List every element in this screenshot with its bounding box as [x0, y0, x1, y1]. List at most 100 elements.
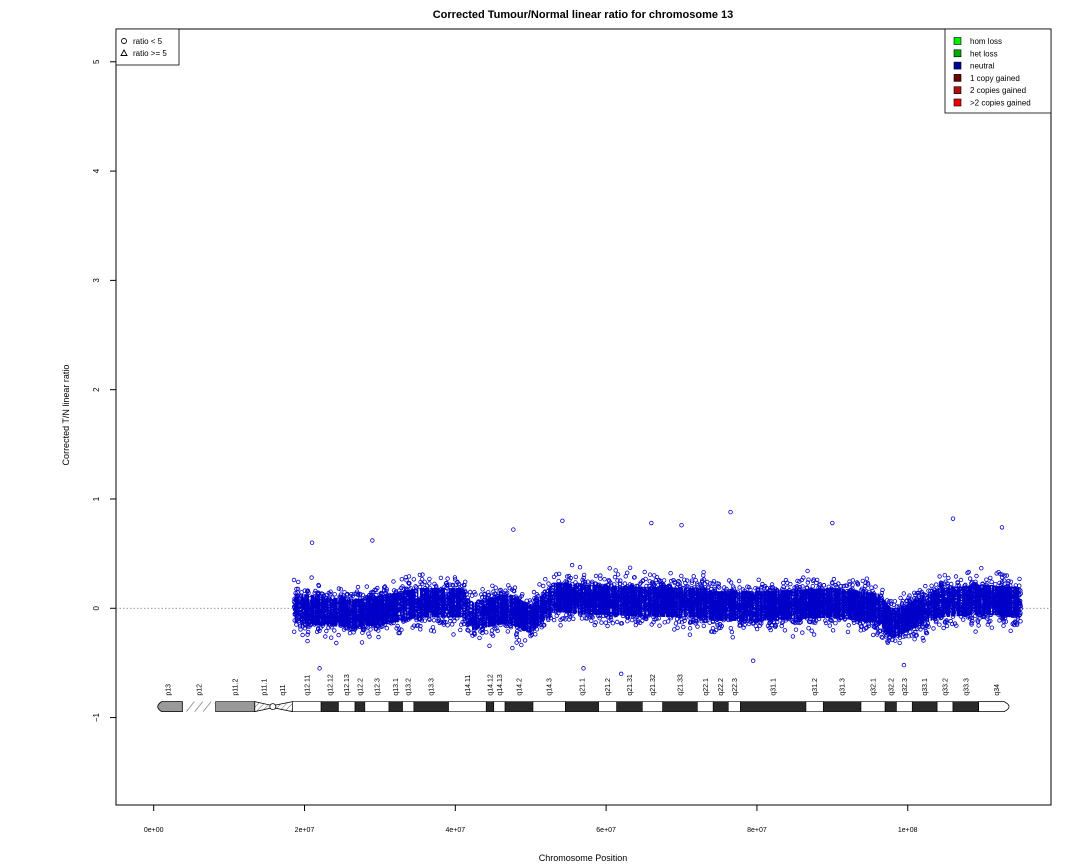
y-tick-label: 1: [92, 496, 101, 501]
data-point: [893, 638, 898, 643]
data-point: [1008, 579, 1014, 584]
data-point: [1017, 583, 1022, 588]
data-point: [452, 618, 457, 624]
data-point: [366, 631, 371, 636]
data-point: [779, 623, 784, 629]
data-point: [892, 599, 898, 604]
data-point: [452, 575, 458, 580]
data-point: [528, 633, 533, 639]
data-point: [489, 593, 494, 599]
data-point: [999, 575, 1005, 580]
data-point: [701, 623, 706, 629]
data-point: [551, 617, 557, 623]
data-point: [450, 622, 455, 627]
data-point: [731, 584, 736, 589]
data-point: [811, 632, 817, 637]
x-axis: 0e+00 2e+07 4e+07 6e+07 8e+07 1e+08: [144, 804, 918, 834]
data-point: [901, 634, 906, 639]
data-point: [1002, 615, 1008, 621]
data-point: [300, 632, 305, 638]
data-point: [487, 643, 492, 648]
data-point: [490, 583, 495, 588]
data-point: [869, 585, 874, 590]
data-point: [907, 593, 912, 598]
data-point: [558, 623, 563, 628]
data-point: [567, 614, 572, 619]
data-point: [622, 581, 628, 586]
data-point: [589, 614, 594, 619]
data-point: [928, 588, 933, 593]
data-point: [823, 618, 828, 623]
data-point: [773, 624, 778, 629]
data-point: [715, 621, 720, 626]
data-point: [937, 622, 942, 627]
data-point: [336, 586, 342, 591]
data-point: [790, 619, 796, 625]
data-point: [294, 622, 299, 627]
data-point: [458, 627, 463, 633]
data-point: [332, 628, 337, 633]
data-point: [847, 579, 852, 584]
data-point: [413, 584, 418, 589]
data-point: [629, 617, 635, 623]
data-point: [866, 582, 871, 587]
data-point: [912, 637, 917, 642]
data-point: [687, 626, 693, 631]
data-point: [297, 622, 303, 627]
data-point: [737, 585, 742, 590]
data-point: [677, 619, 682, 624]
data-point: [623, 574, 628, 579]
data-point: [570, 612, 575, 617]
data-point: [298, 624, 303, 629]
data-points: [291, 509, 1023, 677]
data-point: [551, 574, 557, 580]
data-point: [451, 632, 456, 637]
data-point: [625, 570, 630, 575]
data-point: [668, 571, 673, 576]
data-point: [495, 628, 500, 633]
data-point: [503, 588, 508, 593]
data-point: [384, 626, 389, 631]
data-point: [564, 574, 570, 579]
data-point: [1000, 572, 1005, 577]
data-point: [456, 581, 462, 587]
data-point: [541, 583, 546, 589]
data-point: [701, 573, 706, 578]
data-point: [923, 583, 928, 589]
data-point: [885, 640, 890, 645]
data-point: [920, 635, 925, 641]
data-point: [451, 583, 456, 588]
data-point: [647, 572, 653, 577]
y-tick-label: 2: [92, 387, 101, 392]
x-tick-label: 0e+00: [144, 827, 164, 834]
data-point: [640, 578, 646, 584]
data-point: [979, 566, 984, 571]
data-point: [729, 629, 735, 635]
data-point: [306, 629, 311, 635]
data-point: [765, 623, 771, 629]
data-point: [650, 580, 655, 585]
y-axis-label: Corrected T/N linear ratio: [61, 365, 71, 466]
data-point: [445, 623, 450, 628]
data-point: [391, 579, 396, 584]
y-tick-label: 0: [92, 605, 101, 610]
data-point: [923, 593, 928, 598]
data-point: [897, 640, 902, 646]
data-point: [656, 582, 661, 587]
data-point: [338, 587, 344, 592]
data-point: [949, 581, 954, 587]
data-point: [1006, 578, 1011, 584]
data-point: [961, 617, 966, 622]
data-point: [772, 619, 777, 625]
x-axis-label: Chromosome Position: [539, 853, 628, 863]
data-point: [716, 584, 721, 589]
data-point: [775, 619, 780, 625]
y-tick-label: 3: [92, 278, 101, 283]
data-point: [830, 581, 835, 586]
data-point: [884, 598, 890, 603]
data-point: [640, 618, 645, 623]
data-point: [353, 591, 359, 596]
data-point: [728, 580, 734, 585]
data-point: [305, 638, 310, 644]
data-point: [800, 584, 805, 589]
